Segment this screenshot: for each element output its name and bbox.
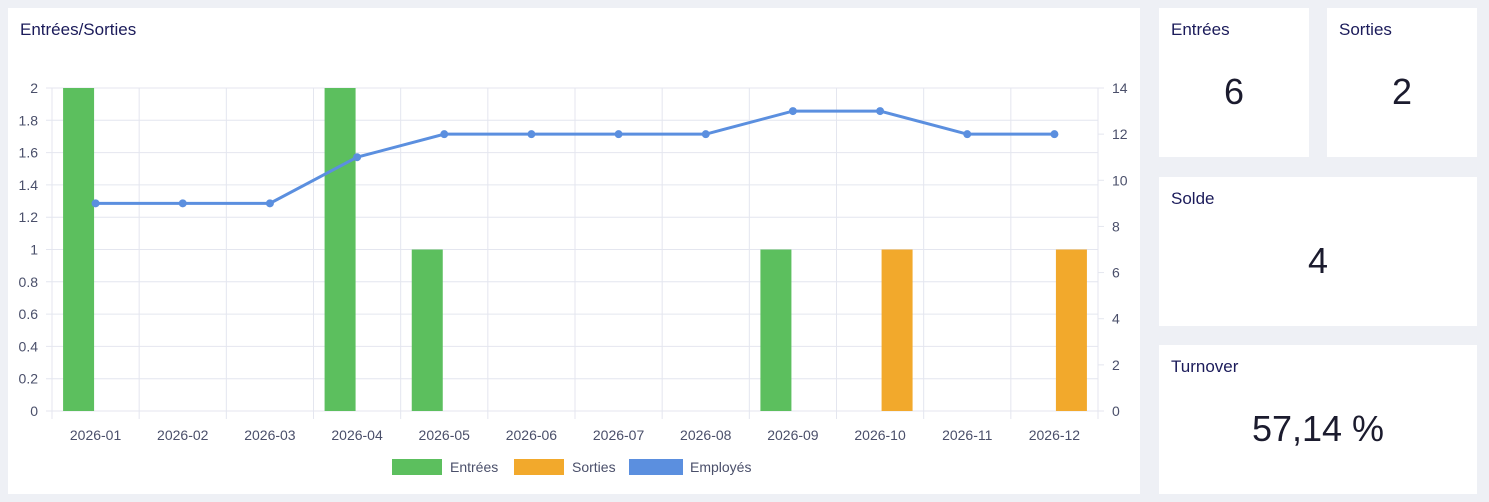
y-left-tick-label: 2 [30,80,38,96]
point-employes [701,130,710,139]
y-left-tick-label: 1.6 [19,145,39,161]
bar-sorties [881,249,913,411]
y-left-tick-label: 1.2 [19,209,39,225]
point-employes [614,130,623,139]
y-left-tick-label: 0.8 [19,274,39,290]
x-tick-label: 2026-11 [942,427,993,443]
legend-swatch-2 [629,459,683,475]
y-right-tick-label: 4 [1112,311,1120,327]
y-left-tick-label: 0.4 [19,338,39,354]
chart-card: Entrées/Sorties [8,8,1140,494]
x-tick-label: 2026-05 [419,427,471,443]
legend-swatch-0 [392,459,442,475]
legend-label: Employés [690,459,751,475]
kpi-solde-card: Solde 4 [1159,177,1477,326]
point-employes [440,130,449,139]
y-left-tick-label: 1.4 [19,177,39,193]
point-employes [178,199,187,208]
point-employes [265,199,274,208]
kpi-solde-label: Solde [1171,189,1215,208]
x-tick-label: 2026-10 [854,427,906,443]
bar-entrées [411,249,443,411]
entrees-sorties-chart: 0 0.2 0.4 0.6 0.8 1 1.2 1.4 1.6 1.8 2 0 2 4 6 8 10 12 14 20… [19,80,1128,475]
point-employes [527,130,536,139]
kpi-sorties-value: 2 [1391,71,1413,112]
y-left-tick-label: 0 [30,403,38,419]
bar-entrées [760,249,792,411]
chart-title: Entrées/Sorties [20,20,137,39]
legend-label: Entrées [450,459,498,475]
x-tick-label: 2026-02 [157,427,209,443]
y-right-tick-label: 8 [1112,218,1120,234]
y-right-tick-label: 10 [1112,172,1128,188]
kpi-sorties-card: Sorties 2 [1327,8,1477,157]
kpi-sorties-label: Sorties [1339,20,1392,39]
y-left-tick-label: 1 [30,242,38,258]
kpi-entrees-label: Entrées [1171,20,1230,39]
y-right-tick-label: 6 [1112,265,1120,281]
legend-swatch-1 [514,459,564,475]
x-tick-label: 2026-04 [331,427,383,443]
y-left-tick-label: 0.2 [19,371,39,387]
x-tick-label: 2026-12 [1029,427,1081,443]
y-left-tick-label: 0.6 [19,306,39,322]
kpi-solde-value: 4 [1307,240,1329,281]
kpi-entrees-value: 6 [1223,71,1245,112]
x-tick-label: 2026-06 [506,427,558,443]
point-employes [876,107,885,116]
x-tick-label: 2026-08 [680,427,732,443]
x-tick-label: 2026-03 [244,427,296,443]
point-employes [353,153,362,162]
y-right-tick-label: 12 [1112,126,1128,142]
y-left-tick-label: 1.8 [19,112,39,128]
point-employes [788,107,797,116]
kpi-turnover-label: Turnover [1171,357,1239,376]
y-right-tick-label: 14 [1112,80,1128,96]
point-employes [963,130,972,139]
y-right-tick-label: 2 [1112,357,1120,373]
point-employes [1050,130,1059,139]
kpi-turnover-card: Turnover 57,14 % [1159,345,1477,494]
x-tick-label: 2026-07 [593,427,645,443]
bar-entrées [324,88,356,411]
line-employes [95,109,1055,205]
bar-entrées [63,88,95,411]
point-employes [91,199,100,208]
y-right-tick-label: 0 [1112,403,1120,419]
bar-sorties [1055,249,1087,411]
x-tick-label: 2026-01 [70,427,122,443]
x-tick-label: 2026-09 [767,427,819,443]
kpi-turnover-value: 57,14 % [1251,408,1385,449]
legend-label: Sorties [572,459,616,475]
kpi-entrees-card: Entrées 6 [1159,8,1309,157]
